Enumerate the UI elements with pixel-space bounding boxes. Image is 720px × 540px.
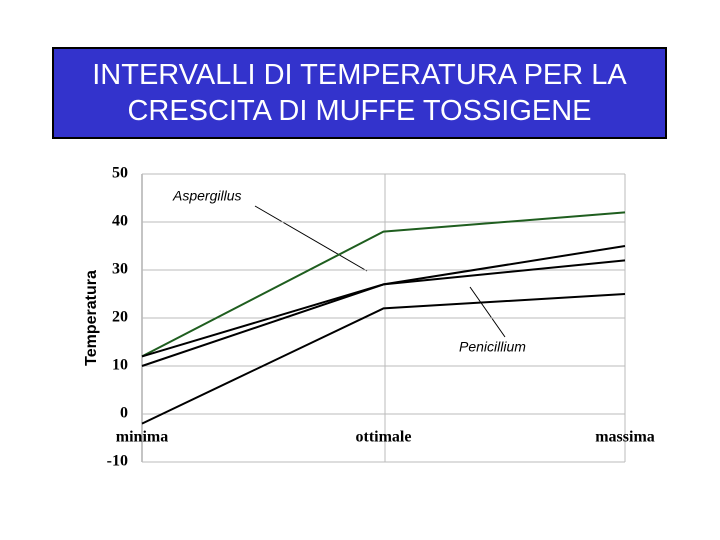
y-tick-label: 40 — [112, 213, 128, 230]
y-tick-label: -10 — [107, 453, 128, 470]
y-axis-label: Temperatura — [83, 270, 100, 366]
y-tick-label: 30 — [112, 261, 128, 278]
series-line — [141, 211, 626, 358]
y-tick-label: 20 — [112, 309, 128, 326]
x-tick-label: ottimale — [356, 429, 412, 446]
annotation: Penicillium — [459, 339, 526, 355]
x-tick-label: massima — [595, 429, 655, 446]
y-tick-label: 10 — [112, 357, 128, 374]
annotation: Aspergillus — [172, 188, 241, 204]
leader-line — [469, 286, 506, 338]
y-tick-label: 50 — [112, 165, 128, 182]
slide-title: INTERVALLI DI TEMPERATURA PER LA CRESCIT… — [52, 47, 667, 139]
series-line — [141, 245, 626, 358]
y-tick-label: 0 — [120, 405, 128, 422]
x-tick-label: minima — [116, 429, 168, 446]
leader-line — [254, 205, 368, 272]
series-line — [141, 259, 626, 367]
series-line — [141, 293, 626, 425]
